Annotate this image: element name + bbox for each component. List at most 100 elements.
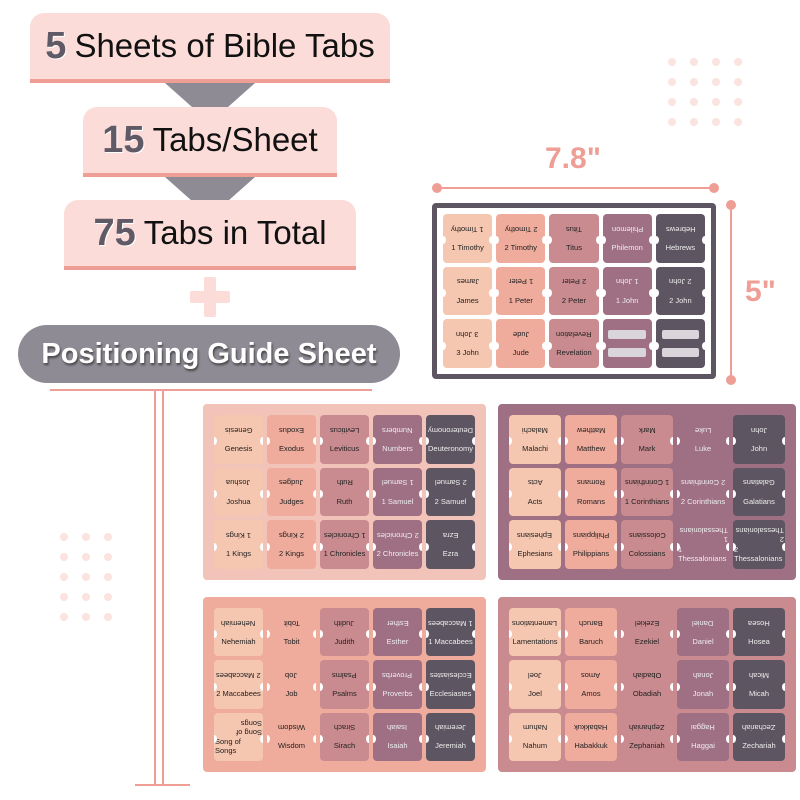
dimension-end-dot <box>726 200 736 210</box>
tab-label-flipped: 1 John <box>615 277 639 287</box>
tab-label-flipped: Numbers <box>382 425 413 435</box>
bible-tab: Joel Joel <box>509 660 561 709</box>
dot <box>668 98 676 106</box>
tabs-per-sheet-count: 15 <box>102 118 145 161</box>
tab-label: 1 Timothy <box>451 242 484 252</box>
tab-label: 2 Timothy <box>504 242 538 252</box>
tab-label-flipped: Matthew <box>576 425 606 435</box>
bible-tab: 2 Maccabees 2 Maccabees <box>214 660 263 709</box>
bible-tab: Wisdom Wisdom <box>267 712 316 761</box>
tab-label: Leviticus <box>329 443 360 453</box>
tab-label: 1 Thessalonians <box>678 544 727 563</box>
tab-label: Genesis <box>224 443 253 453</box>
bible-tab: Hebrews Hebrews <box>655 214 705 263</box>
tab-label: 1 Corinthians <box>624 496 670 506</box>
bible-tab: Zephaniah Zephaniah <box>621 712 673 761</box>
dot <box>734 58 742 66</box>
tab-label-flipped: 2 Peter <box>561 277 587 287</box>
tab-label: Sirach <box>333 741 356 751</box>
tab-label: Galatians <box>743 496 775 506</box>
tab-label: Judith <box>334 636 355 646</box>
bible-tab: 1 Thessalonians 1 Thessalonians <box>677 520 729 569</box>
tab-label: Song of Songs <box>215 736 241 755</box>
positioning-guide-sheet: 1 Timothy 1 Timothy 2 Timothy 2 Timothy Titu… <box>432 203 716 379</box>
tab-label-flipped: Ephesians <box>517 530 553 540</box>
bible-tab: Ruth Ruth <box>320 467 369 517</box>
tab-label-flipped: 1 Timothy <box>451 224 484 234</box>
bible-tab: Amos Amos <box>565 660 617 709</box>
bible-tab: Matthew Matthew <box>565 415 617 464</box>
tab-label-flipped: Job <box>285 670 298 680</box>
width-dimension-line <box>436 187 714 189</box>
tab-label-flipped: Nehemiah <box>221 618 256 628</box>
tab-label: Esther <box>386 636 409 646</box>
bible-tab: Ephesians Ephesians <box>509 520 561 569</box>
tab-label-flipped: Obadiah <box>632 670 662 680</box>
stand-base <box>135 784 190 786</box>
tab-label: Isaiah <box>387 741 408 751</box>
tab-label: Philippians <box>572 549 610 559</box>
dot <box>690 98 698 106</box>
tab-label-flipped: Joel <box>528 670 542 680</box>
dot <box>690 118 698 126</box>
bible-tab: Baruch Baruch <box>565 608 617 657</box>
bible-tab: 1 John 1 John <box>602 266 652 316</box>
tab-label: Hebrews <box>665 242 696 252</box>
bible-tab: Ezekiel Ezekiel <box>621 608 673 657</box>
bible-tab: 2 Chronicles 2 Chronicles <box>373 520 422 569</box>
tab-label: Acts <box>527 496 543 506</box>
tab-label-flipped: Revelation <box>556 329 592 339</box>
tab-label-flipped: 2 Thessalonians <box>735 526 784 545</box>
bible-tab: Acts Acts <box>509 467 561 517</box>
tab-label: 1 Chronicles <box>323 549 366 559</box>
tab-label-flipped: Judith <box>334 618 355 628</box>
tab-label: Romans <box>577 496 605 506</box>
bible-tab <box>602 319 652 368</box>
bible-tab <box>655 319 705 368</box>
tab-label: Lamentations <box>512 636 558 646</box>
tab-label: Nahum <box>522 741 548 751</box>
bible-tab: Exodus Exodus <box>267 415 316 464</box>
tab-label-flipped: 2 Maccabees <box>216 670 261 680</box>
bible-tab: Jude Jude <box>496 319 546 368</box>
tab-label: Wisdom <box>277 741 306 751</box>
tab-label-flipped: Hebrews <box>665 224 696 234</box>
tab-label: 2 Samuel <box>434 496 467 506</box>
dot <box>82 533 90 541</box>
tab-label: Job <box>285 689 298 699</box>
tab-sheet-3: Nehemiah Nehemiah Tobit Tobit Judith Judith Es… <box>203 597 486 772</box>
tab-label-flipped: Psalms <box>332 670 357 680</box>
dot <box>690 78 698 86</box>
bible-tab: Deuteronomy Deuteronomy <box>426 415 475 464</box>
tab-label-flipped: Esther <box>386 618 409 628</box>
tab-label: Obadiah <box>632 689 662 699</box>
bible-tab: 2 Samuel 2 Samuel <box>426 467 475 517</box>
bible-tab: Haggai Haggai <box>677 712 729 761</box>
tab-label: Haggai <box>691 741 715 751</box>
tab-label: 2 John <box>669 295 692 305</box>
bible-tab: 2 Timothy 2 Timothy <box>496 214 546 263</box>
tab-label-flipped: 1 Thessalonians <box>679 526 728 545</box>
bible-tab: 3 John 3 John <box>443 319 493 368</box>
tab-label: 2 Maccabees <box>216 689 261 699</box>
tab-label: 2 Kings <box>278 549 305 559</box>
tab-label-flipped: 3 John <box>456 329 479 339</box>
bible-tab: Colossians Colossians <box>621 520 673 569</box>
tab-label-flipped: Jonah <box>692 670 714 680</box>
dot <box>668 58 676 66</box>
bible-tab: Obadiah Obadiah <box>621 660 673 709</box>
tab-label: Philemon <box>611 242 643 252</box>
tab-label-flipped: 1 Samuel <box>381 478 414 488</box>
dimension-end-dot <box>432 183 442 193</box>
tab-label: 1 Kings <box>225 549 252 559</box>
tab-label: Colossians <box>628 549 666 559</box>
tab-label-flipped: Ezekiel <box>634 618 660 628</box>
bible-tab: 1 Peter 1 Peter <box>496 266 546 316</box>
bible-tab: Judith Judith <box>320 608 369 657</box>
bible-tab: Mark Mark <box>621 415 673 464</box>
bible-tab: Joshua Joshua <box>214 467 263 517</box>
tab-label-flipped: John <box>750 425 768 435</box>
bible-tab: Judges Judges <box>267 467 316 517</box>
bible-tab: John John <box>733 415 785 464</box>
tab-label-flipped: Leviticus <box>329 425 360 435</box>
